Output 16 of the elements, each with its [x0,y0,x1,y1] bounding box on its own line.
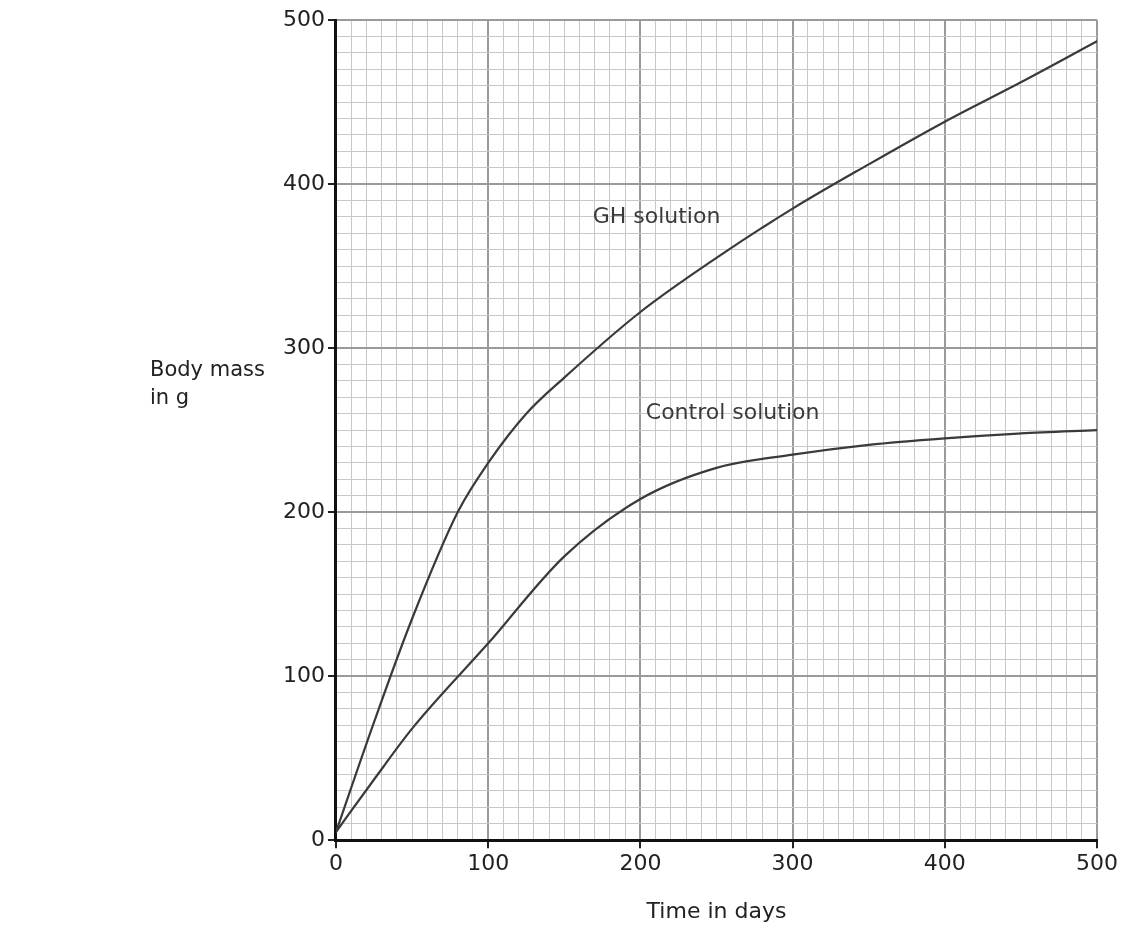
x-tick-label: 300 [771,850,814,876]
y-tick-label: 0 [310,825,325,851]
y-tick-label: 400 [282,169,325,195]
x-tick-label: 200 [619,850,662,876]
series-label: Control solution [645,399,820,425]
y-tick-label: 200 [282,497,325,523]
y-axis-title: Body mass in g [150,356,266,412]
x-tick-label: 0 [328,850,343,876]
y-tick-label: 300 [282,333,325,359]
series-label: GH solution [592,202,721,228]
x-tick-label: 500 [1076,850,1118,876]
y-tick-label: 100 [282,661,325,687]
x-tick-label: 400 [923,850,966,876]
x-tick-label: 100 [467,850,510,876]
x-axis-title: Time in days [645,897,787,923]
y-tick-label: 500 [282,5,325,31]
